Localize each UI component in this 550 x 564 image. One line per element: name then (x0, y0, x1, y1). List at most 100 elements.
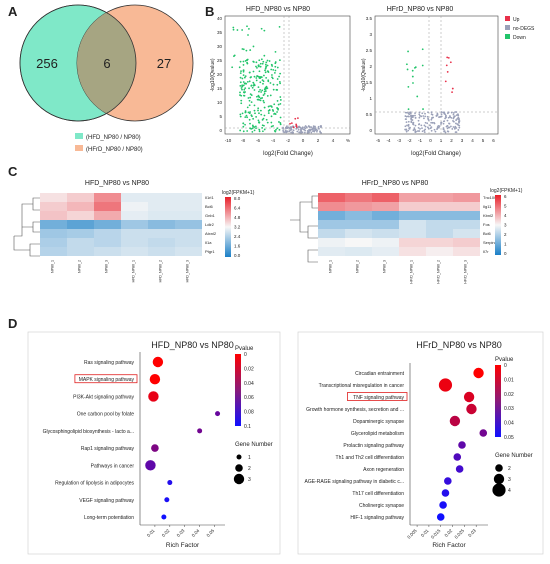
bubble-left-title: HFD_NP80 vs NP80 (151, 340, 234, 350)
volcano-left-point (261, 79, 264, 81)
volcano-right-point (426, 126, 429, 129)
volcano-right-ylabel: -log10(Qvalue) (361, 58, 367, 91)
heatmap-right-cell (453, 220, 480, 229)
volcano-left-ytick: 15 (217, 86, 223, 91)
volcano-left-point (276, 107, 278, 109)
bubble-right-highlight-box (347, 392, 408, 401)
volcano-left-point (279, 116, 282, 119)
volcano-left-point (248, 99, 251, 102)
volcano-left-point (250, 101, 253, 104)
volcano-right-point (412, 129, 415, 132)
heatmap-right-row-label: Fos (483, 222, 490, 227)
venn-legend-right: (HFrD_NP80 / NP80) (86, 147, 143, 153)
volcano-left-point (312, 125, 315, 128)
volcano-left-point (264, 90, 267, 92)
volcano-right-point (440, 113, 443, 116)
volcano-left-point (295, 123, 298, 126)
volcano-right-point (422, 108, 424, 110)
bubble-right-category-label: Th17 cell differentiation (352, 491, 404, 497)
volcano-left-point (266, 95, 269, 97)
panel-label-b: B (205, 4, 214, 19)
volcano-left-point (258, 128, 261, 131)
volcano-left-point (265, 85, 268, 88)
heatmap-right-scale-tick: 1 (504, 242, 507, 247)
heatmap-left-cell (40, 202, 67, 211)
volcano-left-point (298, 131, 301, 134)
bubble-right-frame (297, 331, 544, 555)
volcano-left-point (255, 61, 258, 64)
volcano-left-point (247, 34, 249, 36)
volcano-left-point (257, 86, 260, 89)
volcano-left-point (261, 127, 264, 129)
volcano-left-point (239, 72, 242, 75)
heatmap-right-cell (453, 229, 480, 238)
volcano-left-point (248, 80, 251, 83)
bubble-left-category-label: VEGF signaling pathway (79, 498, 134, 504)
volcano-right-point (424, 121, 427, 124)
volcano-right-point (446, 130, 449, 133)
heatmap-right-row-label: Bcl6 (483, 231, 492, 236)
bubble-right-gene-number-title: Gene Number (495, 453, 533, 459)
volcano-right-point (457, 116, 460, 119)
volcano-left-point (308, 131, 310, 134)
bubble-right-xtick: 0.015 (430, 528, 442, 540)
volcano-right-point (412, 82, 414, 84)
volcano-left-point (263, 74, 265, 77)
volcano-right-point (412, 123, 415, 126)
volcano-left-point (263, 124, 265, 127)
bubble-right-pvalue-tick: 0.05 (504, 435, 514, 441)
bubble-right-title: HFrD_NP80 vs NP80 (416, 340, 502, 350)
volcano-left-point (252, 61, 255, 63)
volcano-left-ytick: 0 (219, 128, 222, 133)
bubble-right-pvalue-tick: 0.04 (504, 421, 514, 427)
volcano-left-point (270, 63, 273, 66)
volcano-left-point (258, 70, 261, 73)
volcano-left-point (249, 127, 252, 130)
volcano-left-xtick: -6 (256, 138, 260, 143)
volcano-left-point (268, 109, 271, 111)
volcano-right-point (411, 75, 414, 78)
volcano-left-point (286, 126, 289, 129)
volcano-right-point (407, 108, 410, 111)
volcano-left-point (245, 49, 248, 52)
volcano-left-point (240, 99, 243, 102)
bubble-right-bubble (453, 453, 462, 461)
volcano-right-point (430, 121, 433, 124)
heatmap-right-col-label: HFrD_NP80_2 (437, 260, 441, 284)
volcano-right-point (423, 124, 426, 127)
volcano-left-point (304, 129, 307, 132)
volcano-left-point (233, 55, 235, 58)
volcano-right-point (455, 127, 458, 129)
volcano-left-point (254, 125, 257, 128)
volcano-left-ytick: 30 (217, 44, 223, 49)
volcano-right-xtick: 2 (450, 138, 453, 143)
bubble-right-bubble (436, 513, 445, 521)
volcano-legend-none: no-DEGS (513, 26, 535, 32)
volcano-left-point (289, 122, 291, 125)
volcano-left-point (248, 71, 251, 74)
volcano-right-point (414, 114, 416, 117)
bubble-right-pvalue-tick: 0.01 (504, 377, 514, 383)
volcano-right-point (430, 117, 433, 120)
volcano-left-point (274, 69, 277, 72)
volcano-left-point (317, 127, 320, 130)
volcano-right-point (457, 114, 460, 117)
volcano-right-point (443, 130, 445, 133)
volcano-left-point (244, 87, 247, 89)
heatmap-left-scale-tick: 2.4 (234, 234, 241, 239)
venn-legend-swatch-right (75, 145, 83, 151)
volcano-left-point (244, 110, 247, 112)
volcano-right-point (421, 130, 424, 133)
volcano-left-point (259, 65, 262, 68)
heatmap-right-cell (345, 202, 372, 211)
volcano-left-xtick: 2 (317, 138, 320, 143)
volcano-left-point (250, 114, 253, 117)
volcano-left-point (247, 111, 250, 114)
volcano-right-xtick: 3 (461, 138, 464, 143)
volcano-left-point (242, 64, 245, 66)
volcano-right-point (438, 126, 440, 129)
volcano-left-point (278, 121, 280, 123)
volcano-left-point (279, 102, 282, 105)
volcano-right-point (456, 118, 459, 120)
volcano-right-point (421, 112, 424, 115)
